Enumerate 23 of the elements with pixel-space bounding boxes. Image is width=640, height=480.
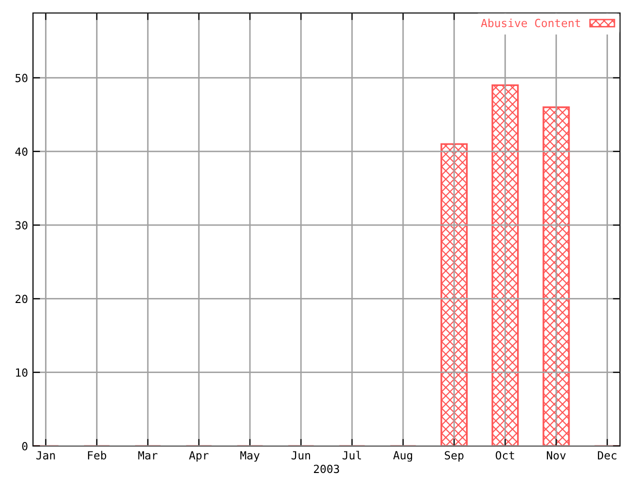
x-tick-label: Mar [138,451,158,460]
bar [542,106,570,446]
x-tick-label: Aug [393,451,412,462]
x-tick-label: Jun [292,451,310,460]
y-tick-label: 40 [15,147,28,156]
bar [492,84,519,446]
legend-label: Abusive Content [480,18,580,28]
x-tick-label: Oct [496,451,514,460]
y-tick-label: 50 [16,74,28,82]
bar [440,143,468,446]
x-axis-title: 2003 [314,464,340,474]
y-tick-label: 20 [16,294,28,304]
x-tick-label: Feb [88,450,106,460]
x-tick-label: Jul [342,450,361,460]
x-tick-label: Jan [36,451,55,460]
x-tick-label: Nov [546,451,566,460]
y-tick-label: 0 [22,442,28,450]
x-tick-label: Apr [189,451,208,462]
x-tick-label: Dec [598,451,616,460]
y-tick-label: 30 [16,221,28,230]
y-tick-label: 10 [16,368,28,377]
x-tick-label: May [240,451,260,462]
x-tick-label: Sep [444,451,464,462]
